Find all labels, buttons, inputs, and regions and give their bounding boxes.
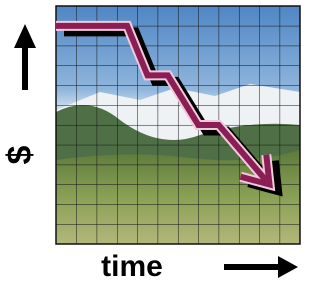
plot-background [56,6,300,244]
y-arrow [14,24,36,90]
x-arrow [224,256,298,278]
chart: time $ [0,0,315,282]
x-axis-label: time [101,250,163,282]
y-axis-label: $ [1,145,39,164]
